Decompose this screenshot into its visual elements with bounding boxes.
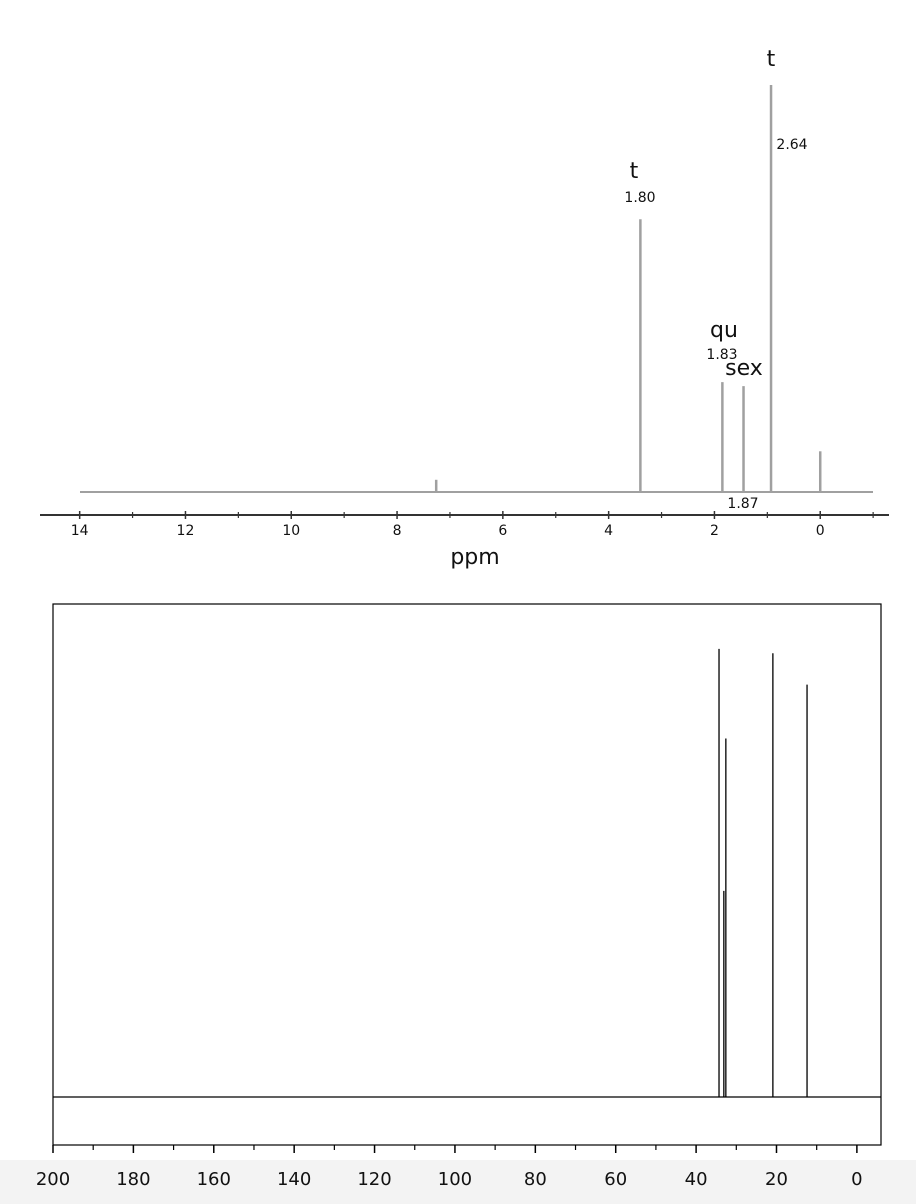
annotation: 2.64 [776, 137, 807, 153]
x-tick-label: 0 [851, 1169, 862, 1190]
annotation: 1.87 [727, 496, 758, 512]
x-tick-label: 4 [604, 523, 613, 539]
x-tick-label: 12 [177, 523, 195, 539]
annotation: qu [710, 318, 738, 343]
x-tick-label: 10 [282, 523, 300, 539]
x-tick-label: 180 [116, 1169, 150, 1190]
x-tick-label: 200 [36, 1169, 70, 1190]
x-tick-label: 160 [197, 1169, 231, 1190]
x-tick-label: 140 [277, 1169, 311, 1190]
x-tick-label: 14 [71, 523, 89, 539]
x-tick-label: 40 [685, 1169, 708, 1190]
annotation: t [767, 47, 776, 72]
annotation: 1.83 [706, 347, 737, 363]
plot-frame [52, 603, 882, 1146]
x-tick-label: 2 [710, 523, 719, 539]
x-axis-label: ppm [450, 545, 499, 570]
x-tick-label: 6 [498, 523, 507, 539]
x-tick-label: 8 [393, 523, 402, 539]
x-tick-label: 120 [357, 1169, 391, 1190]
footer-band [0, 1160, 916, 1204]
annotation: 1.80 [624, 190, 655, 206]
x-tick-label: 80 [524, 1169, 547, 1190]
annotation: t [630, 159, 639, 184]
x-tick-label: 0 [816, 523, 825, 539]
x-tick-label: 20 [765, 1169, 788, 1190]
x-tick-label: 60 [604, 1169, 627, 1190]
annotation: sex [725, 356, 763, 381]
x-tick-label: 100 [438, 1169, 472, 1190]
